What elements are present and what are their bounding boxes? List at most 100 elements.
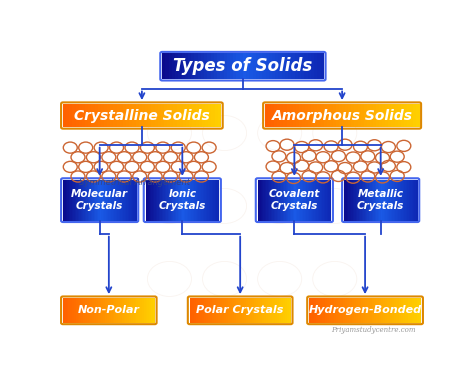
Bar xyxy=(334,298,337,323)
Bar xyxy=(173,180,175,221)
Bar xyxy=(331,298,334,323)
Bar xyxy=(76,298,78,323)
Bar xyxy=(169,180,171,221)
Bar xyxy=(134,180,135,221)
Bar xyxy=(327,298,329,323)
Bar xyxy=(248,298,251,323)
Bar xyxy=(410,180,412,221)
Bar xyxy=(392,298,394,323)
Bar xyxy=(344,180,346,221)
Bar xyxy=(73,104,76,127)
Bar xyxy=(81,180,82,221)
Bar xyxy=(325,180,327,221)
Bar xyxy=(293,180,295,221)
Bar xyxy=(126,104,129,127)
Bar xyxy=(148,180,150,221)
Bar xyxy=(391,180,393,221)
Bar xyxy=(85,104,89,127)
Bar xyxy=(168,180,169,221)
Bar xyxy=(324,104,327,127)
Bar xyxy=(314,104,318,127)
Bar xyxy=(78,298,80,323)
Bar xyxy=(349,298,352,323)
Bar xyxy=(155,104,158,127)
Bar xyxy=(91,298,93,323)
Bar xyxy=(170,104,174,127)
Bar xyxy=(311,104,315,127)
Bar xyxy=(400,180,401,221)
Bar xyxy=(357,104,361,127)
Bar xyxy=(308,104,311,127)
Bar xyxy=(357,180,359,221)
Bar xyxy=(120,180,122,221)
Bar xyxy=(336,104,339,127)
Bar xyxy=(260,298,263,323)
Bar xyxy=(311,298,314,323)
Bar xyxy=(383,180,385,221)
Bar xyxy=(375,180,377,221)
Bar xyxy=(318,104,321,127)
Bar xyxy=(293,104,296,127)
Bar xyxy=(110,104,114,127)
Bar xyxy=(404,104,407,127)
Bar xyxy=(407,180,409,221)
Bar xyxy=(215,180,217,221)
Bar xyxy=(408,298,410,323)
Bar xyxy=(191,53,195,79)
Bar xyxy=(255,298,257,323)
Bar xyxy=(227,53,230,79)
Bar xyxy=(367,180,369,221)
Bar xyxy=(306,180,308,221)
Bar xyxy=(405,298,408,323)
Bar xyxy=(387,180,388,221)
Bar xyxy=(72,180,73,221)
Bar xyxy=(212,298,214,323)
Bar xyxy=(165,53,169,79)
Bar xyxy=(196,104,199,127)
Bar xyxy=(309,298,312,323)
Bar xyxy=(117,180,119,221)
Bar xyxy=(274,104,278,127)
Bar xyxy=(151,104,155,127)
Bar xyxy=(336,298,338,323)
Bar xyxy=(189,104,193,127)
Bar xyxy=(202,104,205,127)
Bar xyxy=(268,180,270,221)
Bar xyxy=(123,180,125,221)
Bar xyxy=(410,104,413,127)
Bar xyxy=(261,180,263,221)
Bar xyxy=(192,180,194,221)
Bar xyxy=(125,298,128,323)
Bar xyxy=(172,180,174,221)
Bar xyxy=(129,104,133,127)
Bar xyxy=(153,298,155,323)
Bar xyxy=(149,298,152,323)
Bar xyxy=(242,298,245,323)
Bar xyxy=(230,53,234,79)
Bar xyxy=(132,180,134,221)
Bar xyxy=(213,180,215,221)
Bar xyxy=(327,180,328,221)
Bar xyxy=(164,104,167,127)
Bar xyxy=(200,180,202,221)
Bar xyxy=(107,180,109,221)
Bar xyxy=(220,53,224,79)
Bar xyxy=(320,298,323,323)
Bar xyxy=(191,180,193,221)
Bar xyxy=(265,104,268,127)
Bar xyxy=(272,180,274,221)
Bar xyxy=(410,298,412,323)
Bar xyxy=(172,53,175,79)
Bar xyxy=(187,180,189,221)
Bar xyxy=(244,298,246,323)
Bar xyxy=(359,180,360,221)
Bar xyxy=(363,298,365,323)
Bar xyxy=(240,298,243,323)
Bar xyxy=(210,53,214,79)
Bar xyxy=(100,298,102,323)
Bar xyxy=(214,298,216,323)
Bar xyxy=(179,180,181,221)
Bar xyxy=(253,53,256,79)
Bar xyxy=(109,180,110,221)
Bar xyxy=(381,298,383,323)
